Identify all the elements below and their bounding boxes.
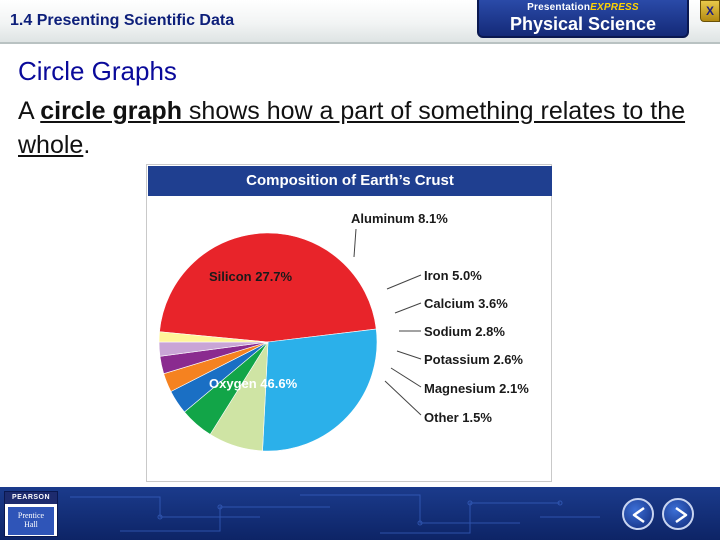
sentence-end: . <box>83 131 91 159</box>
pie-slice-other <box>158 331 269 343</box>
triangle-left-icon <box>632 506 645 524</box>
chart-title: Composition of Earth’s Crust <box>246 172 454 189</box>
slice-label-oxygen: Oxygen 46.6% <box>209 376 298 391</box>
slice-label-aluminum: Aluminum 8.1% <box>351 211 448 226</box>
triangle-right-icon <box>675 506 688 524</box>
slide-sentence: A circle graph shows how a part of somet… <box>18 94 708 162</box>
section-title: 1.4 Presenting Scientific Data <box>10 12 234 30</box>
leader-line-iron <box>386 274 422 290</box>
slice-label-potassium: Potassium 2.6% <box>424 352 523 367</box>
pearson-bar: PEARSON <box>5 492 57 504</box>
slice-label-other: Other 1.5% <box>424 410 492 425</box>
pearson-logo: PEARSON Prentice Hall <box>4 491 58 537</box>
sentence-start: A <box>18 97 41 125</box>
slice-label-iron: Iron 5.0% <box>424 268 482 283</box>
leader-line-potassium <box>396 350 422 360</box>
imprint-line-2: Hall <box>24 520 38 529</box>
pie-chart: Oxygen 46.6% Silicon 27.7% Aluminum 8.1% Ir… <box>158 211 529 452</box>
slide-footer: PEARSON Prentice Hall <box>0 487 720 540</box>
brand-express: EXPRESS <box>590 2 639 13</box>
slice-label-magnesium: Magnesium 2.1% <box>424 381 529 396</box>
pie-slice-silicon <box>262 328 378 452</box>
sentence-middle: shows how a part of something relates to… <box>18 97 686 159</box>
leader-line-calcium <box>394 302 422 314</box>
leader-line-other <box>384 380 422 416</box>
slide-header: 1.4 Presenting Scientific Data Presentat… <box>0 0 720 44</box>
pie-slice-oxygen <box>159 232 377 343</box>
brand-presentation: Presentation <box>527 2 591 13</box>
slice-label-silicon: Silicon 27.7% <box>209 269 293 284</box>
leader-line-magnesium <box>390 367 422 388</box>
section-number: 1.4 <box>10 12 33 29</box>
imprint-line-1: Prentice <box>17 511 45 520</box>
brand-line-top: PresentationEXPRESS <box>479 2 687 13</box>
chart-panel: Composition of Earth’s Crust Oxygen 46.6… <box>146 164 552 482</box>
slide-heading: Circle Graphs <box>18 56 177 86</box>
brand-line-bottom: Physical Science <box>509 14 657 34</box>
slice-label-calcium: Calcium 3.6% <box>424 296 508 311</box>
section-name: Presenting Scientific Data <box>36 12 235 29</box>
forward-button[interactable] <box>662 498 694 530</box>
publisher-name: PEARSON <box>11 494 51 501</box>
footer-circuit-pattern <box>70 494 600 534</box>
prentice-hall-logo: Prentice Hall <box>8 507 54 535</box>
back-button[interactable] <box>622 498 654 530</box>
leader-line-aluminum <box>353 228 357 258</box>
key-term: circle graph <box>40 97 182 125</box>
close-button[interactable]: X <box>700 0 720 22</box>
slice-label-sodium: Sodium 2.8% <box>424 324 505 339</box>
chart-title-bar: Composition of Earth’s Crust <box>148 166 552 196</box>
brand-logo: PresentationEXPRESS Physical Science <box>477 0 689 38</box>
